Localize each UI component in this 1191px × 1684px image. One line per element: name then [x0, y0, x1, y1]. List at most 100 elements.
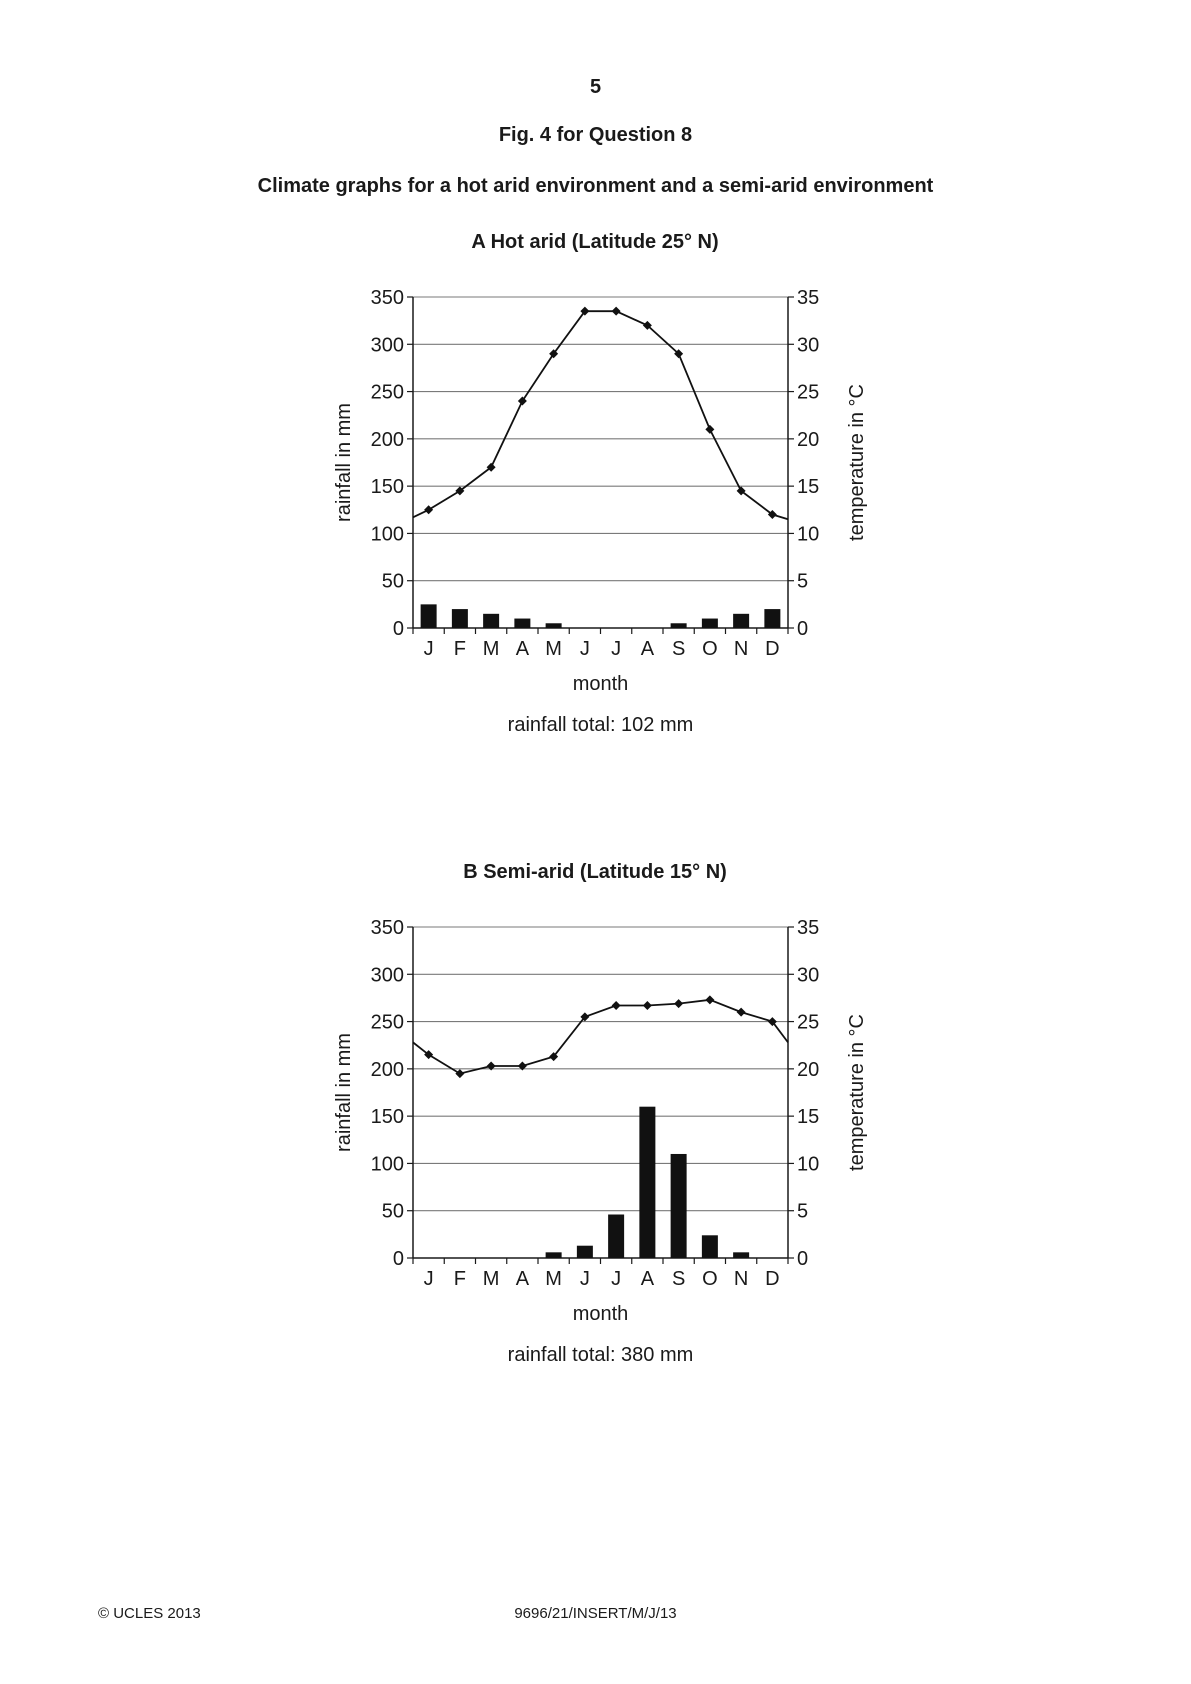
y-left-axis-label: rainfall in mm — [333, 403, 355, 522]
temperature-point — [674, 349, 684, 359]
chart-title: B Semi-arid (Latitude 15° N) — [463, 861, 727, 883]
climate-chart-a: A Hot arid (Latitude 25° N) 0 0 50 5 100 10 150… — [333, 231, 868, 736]
y-left-tick-label: 150 — [371, 476, 404, 498]
x-tick-label: F — [454, 638, 466, 660]
x-tick-label: N — [734, 638, 748, 660]
rainfall-bar — [733, 613, 750, 628]
rainfall-bar — [639, 1106, 656, 1258]
y-right-tick-label: 0 — [797, 1248, 808, 1270]
x-tick-label: J — [611, 638, 621, 660]
temperature-point — [705, 995, 715, 1005]
temperature-point — [486, 462, 496, 472]
rainfall-bar — [483, 613, 500, 628]
chart-title: A Hot arid (Latitude 25° N) — [471, 231, 718, 253]
x-tick-label: J — [611, 1268, 621, 1290]
rainfall-bar — [514, 618, 531, 628]
x-tick-label: S — [672, 1268, 685, 1290]
x-tick-label: A — [516, 1268, 530, 1290]
x-tick-label: D — [765, 1268, 779, 1290]
climate-chart-b: B Semi-arid (Latitude 15° N) 0 0 50 5 100 10 15… — [333, 861, 868, 1366]
x-tick-label: J — [580, 1268, 590, 1290]
x-tick-label: A — [641, 1268, 655, 1290]
rainfall-total-caption: rainfall total: 380 mm — [508, 1344, 694, 1366]
footer-copyright: © UCLES 2013 — [98, 1605, 201, 1622]
y-right-tick-label: 10 — [797, 523, 819, 545]
y-right-tick-label: 30 — [797, 964, 819, 986]
temperature-point — [455, 486, 465, 496]
y-left-tick-label: 0 — [393, 1248, 404, 1270]
x-tick-label: D — [765, 638, 779, 660]
x-tick-label: J — [424, 638, 434, 660]
y-left-tick-label: 150 — [371, 1106, 404, 1128]
y-right-tick-label: 5 — [797, 571, 808, 593]
x-tick-label: A — [516, 638, 530, 660]
y-left-tick-label: 200 — [371, 429, 404, 451]
rainfall-bar — [545, 623, 562, 628]
y-right-tick-label: 25 — [797, 382, 819, 404]
figure-label: Fig. 4 for Question 8 — [498, 124, 693, 146]
rainfall-bar — [420, 604, 437, 628]
temperature-line — [412, 998, 789, 1075]
x-tick-label: M — [483, 1268, 500, 1290]
temperature-point — [642, 320, 652, 330]
y-left-tick-label: 350 — [371, 917, 404, 939]
temperature-point — [736, 1007, 746, 1017]
rainfall-bar — [451, 609, 468, 628]
temperature-point — [705, 424, 715, 434]
y-right-tick-label: 15 — [797, 1106, 819, 1128]
y-right-tick-label: 25 — [797, 1012, 819, 1034]
y-left-tick-label: 50 — [382, 571, 404, 593]
figure-title: Climate graphs for a hot arid environmen… — [257, 175, 934, 197]
rainfall-bar — [733, 1252, 750, 1258]
rainfall-total-caption: rainfall total: 102 mm — [508, 714, 694, 736]
y-right-tick-label: 0 — [797, 618, 808, 640]
rainfall-bar — [670, 623, 687, 628]
temperature-point — [767, 510, 777, 520]
x-tick-label: N — [734, 1268, 748, 1290]
temperature-point — [455, 1069, 465, 1079]
temperature-point — [674, 999, 684, 1009]
temperature-point — [549, 1052, 559, 1062]
rainfall-bar — [701, 618, 718, 628]
y-right-tick-label: 5 — [797, 1201, 808, 1223]
y-left-tick-label: 300 — [371, 334, 404, 356]
y-right-tick-label: 10 — [797, 1153, 819, 1175]
temperature-point — [517, 396, 527, 406]
rainfall-bar — [576, 1245, 593, 1258]
temperature-point — [580, 306, 590, 316]
y-right-axis-label: temperature in °C — [846, 1014, 868, 1171]
temperature-point — [580, 1012, 590, 1022]
y-left-tick-label: 100 — [371, 523, 404, 545]
y-left-tick-label: 200 — [371, 1059, 404, 1081]
y-left-tick-label: 300 — [371, 964, 404, 986]
rainfall-bar — [608, 1214, 625, 1258]
y-right-axis-label: temperature in °C — [846, 384, 868, 541]
rainfall-bar — [764, 609, 781, 628]
temperature-point — [424, 505, 434, 515]
y-left-tick-label: 250 — [371, 382, 404, 404]
y-right-tick-label: 35 — [797, 287, 819, 309]
y-left-axis-label: rainfall in mm — [333, 1033, 355, 1152]
rainfall-bar — [701, 1235, 718, 1258]
temperature-point — [549, 349, 559, 359]
y-right-tick-label: 30 — [797, 334, 819, 356]
x-tick-label: F — [454, 1268, 466, 1290]
x-axis-label: month — [573, 673, 629, 695]
x-tick-label: J — [580, 638, 590, 660]
y-left-tick-label: 350 — [371, 287, 404, 309]
temperature-point — [517, 1061, 527, 1071]
temperature-point — [611, 306, 621, 316]
rainfall-bar — [670, 1153, 687, 1258]
temperature-point — [736, 486, 746, 496]
rainfall-bar — [545, 1252, 562, 1258]
y-left-tick-label: 0 — [393, 618, 404, 640]
temperature-line — [412, 310, 789, 521]
x-axis-label: month — [573, 1303, 629, 1325]
y-right-tick-label: 35 — [797, 917, 819, 939]
x-tick-label: O — [702, 638, 718, 660]
temperature-point — [611, 1000, 621, 1010]
y-left-tick-label: 250 — [371, 1012, 404, 1034]
y-left-tick-label: 50 — [382, 1201, 404, 1223]
y-right-tick-label: 15 — [797, 476, 819, 498]
x-tick-label: S — [672, 638, 685, 660]
